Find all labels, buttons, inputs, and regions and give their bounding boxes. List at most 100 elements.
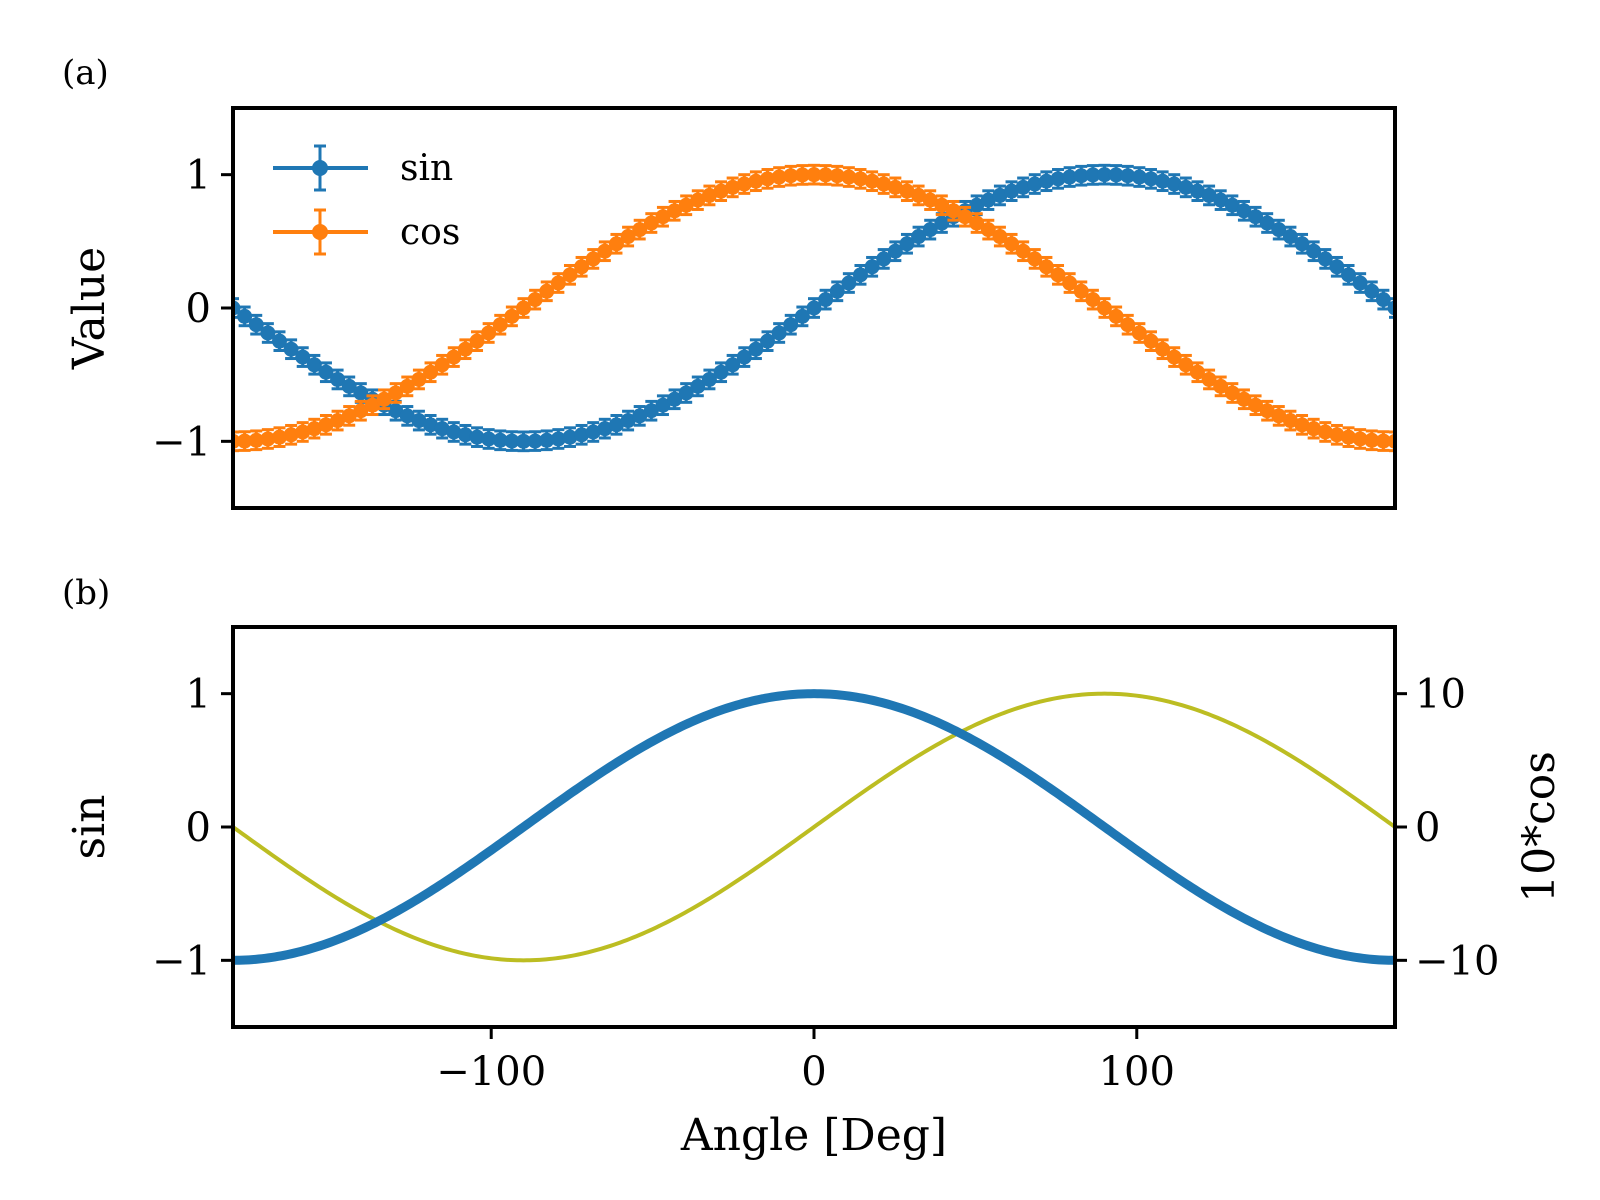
data-point [1073,283,1089,299]
data-point [1166,349,1182,365]
data-point [399,408,415,424]
data-point [1341,267,1357,283]
data-point [1062,275,1078,291]
data-point [794,308,810,324]
data-point [457,341,473,357]
legend-label: cos [400,212,460,253]
data-point [1294,417,1310,433]
data-point [516,300,531,316]
data-point [585,424,601,440]
data-point [353,403,369,419]
data-point [1236,203,1252,219]
data-point [760,171,776,187]
x-tick-label: −100 [436,1049,546,1095]
data-point [271,429,287,445]
data-point [1201,371,1217,387]
data-point [330,371,346,387]
data-point [1271,408,1287,424]
data-point [283,427,299,443]
data-point [922,192,938,208]
panel-b-left-y-ticks: 1 0 −1 [152,672,233,984]
data-point [434,421,450,437]
data-point [632,408,648,424]
data-point [237,433,253,449]
panel-b-series-group [233,689,1395,965]
data-point [504,433,520,449]
data-point [608,417,624,433]
data-point [829,283,845,299]
data-point [1085,292,1101,308]
data-point [713,183,729,199]
data-point [527,292,543,308]
data-point [318,417,334,433]
data-point [550,275,566,291]
panel-b-right-y-ticks: 10 0 −10 [1395,672,1499,984]
data-point [620,413,636,429]
data-point [1097,167,1112,183]
data-point [469,333,485,349]
data-point [388,403,404,419]
data-point [876,251,892,267]
data-point [260,325,276,341]
data-point [504,308,520,324]
data-point [678,385,694,401]
data-point [1050,267,1066,283]
data-point [574,427,590,443]
data-point [1027,251,1043,267]
data-point [864,259,880,275]
data-point [655,397,671,413]
data-point [911,187,927,203]
data-point [608,236,624,252]
data-point [992,187,1008,203]
data-point [492,317,508,333]
data-point [597,243,613,259]
data-point [1189,364,1205,380]
data-point [852,171,868,187]
data-point [1329,259,1345,275]
data-point [469,429,485,445]
data-point [446,349,462,365]
y-tick-label: 0 [186,286,211,332]
data-point [748,173,764,189]
data-point [1282,229,1298,245]
data-point [562,267,578,283]
data-point [911,229,927,245]
data-point [353,385,369,401]
data-point [1004,236,1020,252]
y2-tick-label: −10 [1415,938,1499,984]
data-point [701,371,717,387]
data-point [411,371,427,387]
data-point [481,431,497,447]
legend-item-cos: cos [273,208,460,256]
data-point [248,317,264,333]
data-point [434,357,450,373]
data-point [1097,300,1112,316]
data-point [1108,167,1124,183]
data-point [852,267,868,283]
data-point [527,433,543,449]
series-cos-line [233,689,1395,965]
data-point [887,179,903,195]
data-point [736,349,752,365]
panel-a-y-ticks: 1 0 −1 [152,153,233,465]
legend: sin cos [273,144,460,256]
data-point [771,169,787,185]
data-point [574,259,590,275]
data-point [1236,391,1252,407]
data-point [1131,325,1147,341]
data-point [1108,308,1124,324]
data-point [725,179,741,195]
panel-a-y-axis-label: Value [64,247,115,370]
data-point [539,283,555,299]
data-point [771,325,787,341]
data-point [516,433,531,449]
data-point [690,192,706,208]
y2-tick-label: 10 [1415,672,1466,718]
data-point [550,431,566,447]
panel-b-x-ticks: −100 0 100 [436,1027,1175,1095]
data-point [632,222,648,238]
data-point [341,378,357,394]
data-point [1259,215,1275,231]
data-point [1166,176,1182,192]
